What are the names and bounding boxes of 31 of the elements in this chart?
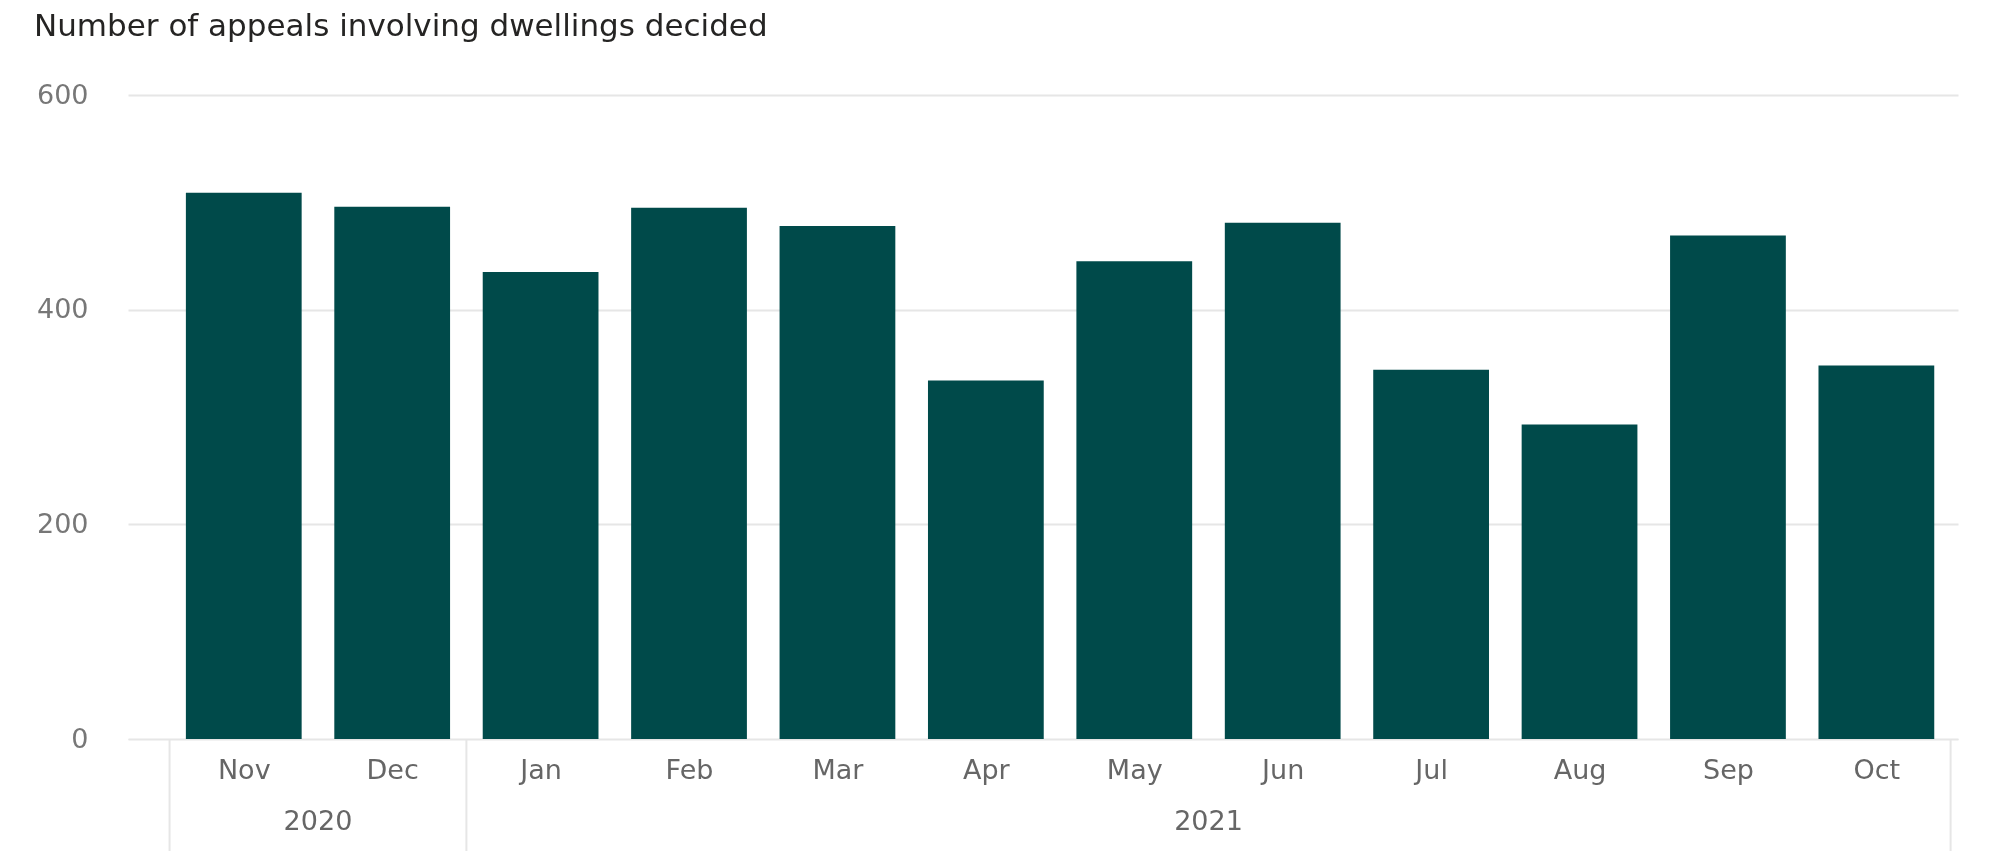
bar xyxy=(482,272,599,739)
bar xyxy=(927,380,1044,739)
x-tick-label: Apr xyxy=(963,753,1011,785)
y-tick-label: 400 xyxy=(36,293,89,325)
x-tick-label: May xyxy=(1106,753,1163,785)
bar xyxy=(1224,222,1341,739)
bar xyxy=(1818,365,1935,739)
x-tick-label: Mar xyxy=(812,753,865,785)
x-tick-label: Dec xyxy=(366,753,419,785)
bar xyxy=(1076,261,1193,739)
x-tick-label: Nov xyxy=(217,753,271,785)
y-tick-label: 0 xyxy=(71,722,89,754)
text: 2021 xyxy=(1174,805,1243,836)
bar xyxy=(1670,235,1786,739)
y-tick-label: 600 xyxy=(36,78,89,110)
x-tick-label: Jun xyxy=(1260,753,1305,785)
text: 2020 xyxy=(283,805,353,836)
x-tick-label: Feb xyxy=(665,753,714,785)
bar xyxy=(631,207,747,739)
x-tick-label: Oct xyxy=(1853,753,1901,785)
bar xyxy=(1521,424,1638,739)
y-tick-label: 200 xyxy=(36,507,89,539)
bar xyxy=(185,192,302,739)
x-tick-label: Jan xyxy=(518,753,562,785)
bar xyxy=(779,225,896,739)
x-tick-label: Aug xyxy=(1553,753,1607,785)
chart-title: Number of appeals involving dwellings decided xyxy=(34,7,768,43)
bar xyxy=(334,206,451,739)
x-tick-label: Jul xyxy=(1413,753,1448,785)
x-tick-label: Sep xyxy=(1703,753,1754,785)
bar xyxy=(1373,369,1489,739)
